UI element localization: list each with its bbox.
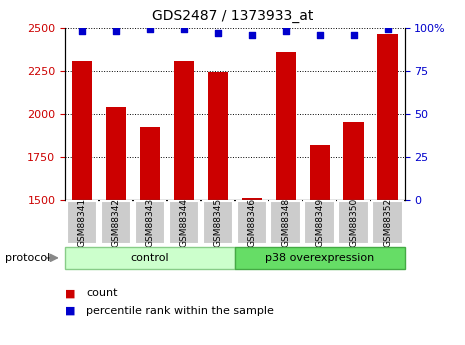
Bar xyxy=(135,201,165,244)
Point xyxy=(384,27,391,32)
Point xyxy=(112,28,120,34)
Text: GSM88348: GSM88348 xyxy=(281,198,290,247)
Point xyxy=(78,28,86,34)
Text: GSM88346: GSM88346 xyxy=(247,198,256,247)
Text: GSM88342: GSM88342 xyxy=(112,198,120,247)
Bar xyxy=(378,34,398,200)
Text: GSM88345: GSM88345 xyxy=(213,198,222,247)
Text: p38 overexpression: p38 overexpression xyxy=(265,253,374,263)
Bar xyxy=(235,247,405,269)
Bar xyxy=(208,72,228,200)
Text: GSM88343: GSM88343 xyxy=(146,198,154,247)
Bar xyxy=(140,127,160,200)
Point xyxy=(350,32,357,37)
Point xyxy=(282,28,289,34)
Bar xyxy=(339,201,369,244)
Text: GSM88344: GSM88344 xyxy=(179,198,188,247)
Text: control: control xyxy=(131,253,169,263)
Text: ■: ■ xyxy=(65,306,76,315)
Bar xyxy=(305,201,335,244)
Text: ■: ■ xyxy=(65,288,76,298)
Text: GSM88350: GSM88350 xyxy=(349,198,358,247)
Bar xyxy=(310,145,330,200)
Bar xyxy=(242,198,262,200)
Point xyxy=(146,27,153,32)
Bar xyxy=(67,201,97,244)
Text: percentile rank within the sample: percentile rank within the sample xyxy=(86,306,274,315)
Bar xyxy=(271,201,301,244)
Text: GSM88341: GSM88341 xyxy=(78,198,86,247)
Bar xyxy=(106,107,126,200)
Bar xyxy=(65,247,235,269)
Bar xyxy=(372,201,403,244)
Bar xyxy=(169,201,199,244)
Point xyxy=(248,32,255,37)
Bar xyxy=(344,122,364,200)
Bar xyxy=(174,61,194,200)
Text: protocol: protocol xyxy=(5,253,50,263)
Bar xyxy=(237,201,267,244)
Point xyxy=(316,32,324,37)
Bar xyxy=(72,61,92,200)
Text: GSM88349: GSM88349 xyxy=(315,198,324,247)
Point xyxy=(180,27,187,32)
Bar xyxy=(101,201,131,244)
Bar xyxy=(276,52,296,200)
Bar xyxy=(203,201,233,244)
Text: count: count xyxy=(86,288,118,298)
Text: GDS2487 / 1373933_at: GDS2487 / 1373933_at xyxy=(152,9,313,23)
Point xyxy=(214,30,221,36)
Text: GSM88352: GSM88352 xyxy=(383,198,392,247)
